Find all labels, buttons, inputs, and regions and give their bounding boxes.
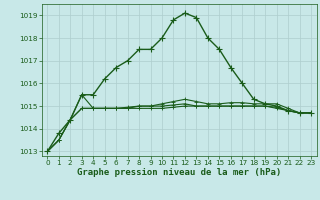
- X-axis label: Graphe pression niveau de la mer (hPa): Graphe pression niveau de la mer (hPa): [77, 168, 281, 177]
